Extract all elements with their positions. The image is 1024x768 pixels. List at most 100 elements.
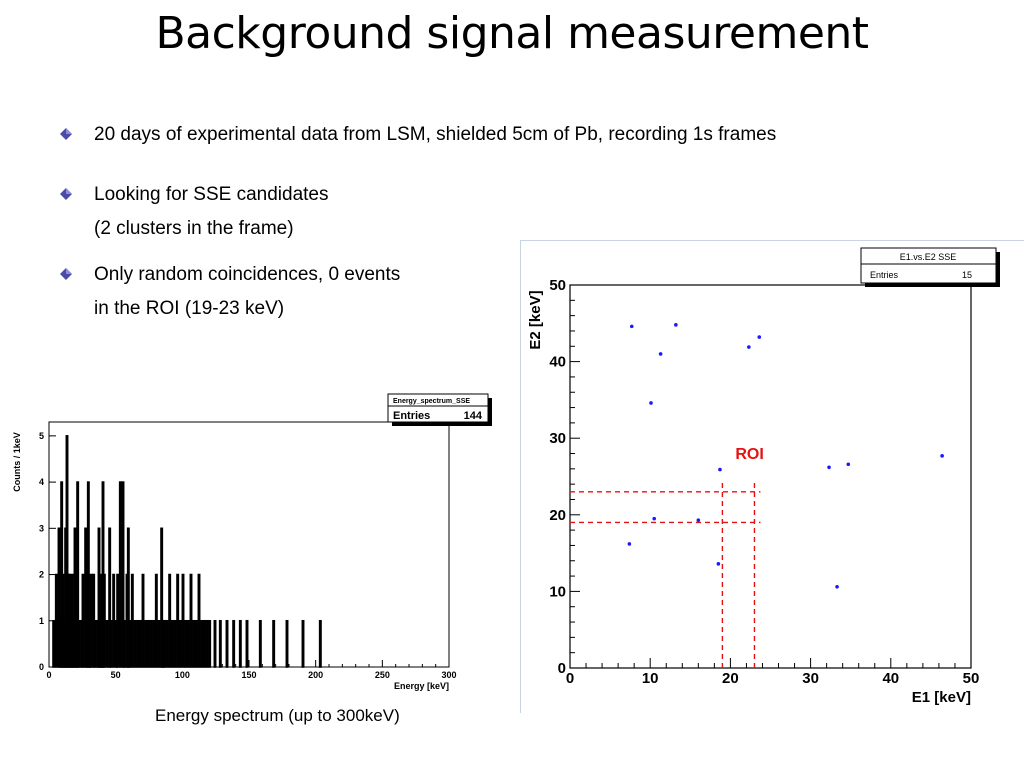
hist-x-tick-label: 200	[308, 670, 323, 680]
hist-y-tick-label: 2	[39, 570, 44, 580]
scatter-statbox-name: E1.vs.E2 SSE	[900, 252, 957, 262]
scatter-point	[827, 465, 831, 470]
hist-y-axis-label: Counts / 1keV	[12, 432, 22, 492]
bullet-3-line-2: in the ROI (19-23 keV)	[94, 298, 285, 319]
histogram-bar	[245, 619, 249, 668]
scatter-statbox-entries-label: Entries	[870, 270, 899, 280]
histogram-bar	[218, 619, 222, 668]
hist-y-tick-label: 0	[39, 662, 44, 672]
histogram-bar	[165, 619, 169, 668]
histogram-bar	[186, 619, 190, 668]
histogram-bar	[157, 619, 161, 668]
scatter-point	[716, 562, 721, 566]
histogram-bar	[181, 573, 185, 668]
scatter-statbox-entries-value: 15	[962, 270, 972, 280]
scatter-x-tick-label: 10	[642, 670, 659, 687]
scatter-y-tick-label: 20	[549, 507, 566, 524]
scatter-point	[674, 323, 678, 327]
scatter-y-tick-label: 10	[549, 583, 566, 600]
histogram-bar	[118, 481, 122, 668]
histogram-caption: Energy spectrum (up to 300keV)	[155, 706, 400, 725]
scatter-plot-frame	[569, 284, 972, 669]
roi-label: ROI	[735, 446, 763, 463]
scatter-x-tick-label: 40	[882, 670, 899, 687]
e1-vs-e2-scatter-plot: ROI 0 10 20 30 40 50 0 10 20 30 40 50 E1.vs.E2 SSE …	[527, 247, 1000, 706]
histogram-bar	[52, 619, 56, 668]
histogram-bar	[154, 573, 158, 668]
histogram-bar	[192, 619, 196, 668]
histogram-bar	[189, 573, 193, 668]
energy-spectrum-histogram: 0 50 100 150 200 250 300 0 1 2 3 4 5 Energy_spectrum…	[12, 393, 492, 691]
histogram-bar	[162, 619, 166, 668]
slide-title: Background signal measurement	[155, 8, 869, 59]
histogram-bar	[170, 619, 174, 668]
histogram-bar	[128, 619, 132, 668]
histogram-bar	[77, 619, 81, 668]
scatter-point	[629, 324, 634, 329]
diamond-bullet-icon	[60, 188, 72, 200]
histogram-bar	[258, 619, 262, 668]
diamond-bullet-icon	[60, 268, 72, 280]
histogram-bar	[112, 573, 116, 668]
bullet-3-line-1: Only random coincidences, 0 events	[94, 264, 401, 285]
hist-y-tick-label: 3	[39, 523, 44, 533]
hist-x-tick-label: 100	[175, 670, 190, 680]
histogram-bar	[232, 619, 236, 668]
scatter-point	[846, 462, 851, 467]
histogram-bar	[178, 619, 182, 668]
histogram-bar	[136, 619, 140, 668]
scatter-y-tick-label: 30	[549, 430, 566, 447]
histogram-bar	[130, 573, 134, 668]
scatter-point	[747, 345, 751, 349]
histogram-bar	[89, 573, 93, 668]
scatter-point	[718, 467, 722, 472]
histogram-bar	[173, 619, 177, 668]
hist-y-tick-label: 5	[39, 431, 44, 441]
histogram-bar	[208, 619, 212, 668]
hist-statbox-entries-label: Entries	[393, 410, 430, 422]
hist-x-tick-label: 250	[375, 670, 390, 680]
histogram-bar	[168, 573, 172, 668]
histogram-bar	[272, 619, 276, 668]
histogram-bar	[318, 619, 322, 668]
scatter-statbox: E1.vs.E2 SSE Entries 15	[860, 247, 1000, 287]
histogram-bar	[109, 619, 113, 668]
histogram-bar	[205, 619, 209, 668]
histogram-bar	[176, 573, 180, 668]
hist-y-tick-label: 4	[39, 477, 44, 487]
scatter-x-axis-label: E1 [keV]	[912, 689, 971, 706]
histogram-bar	[105, 619, 109, 668]
scatter-point	[652, 516, 657, 521]
hist-x-axis-label: Energy [keV]	[394, 681, 449, 691]
diamond-bullet-icon	[60, 128, 72, 140]
hist-y-tick-label: 1	[39, 616, 44, 626]
scatter-figure-frame	[520, 240, 1024, 713]
scatter-y-tick-label: 40	[549, 354, 566, 371]
histogram-bar	[285, 619, 289, 668]
histogram-bar	[149, 619, 153, 668]
scatter-y-tick-label: 50	[549, 277, 566, 294]
histogram-bar	[197, 573, 201, 668]
scatter-x-tick-label: 50	[963, 670, 980, 687]
scatter-y-tick-label: 0	[558, 660, 566, 677]
scatter-point	[940, 454, 944, 458]
histogram-bar	[194, 619, 198, 668]
scatter-point	[696, 518, 701, 522]
histogram-bar	[138, 619, 142, 668]
scatter-point	[627, 542, 632, 546]
hist-x-tick-label: 50	[111, 670, 121, 680]
bullet-2-line-1: Looking for SSE candidates	[94, 184, 329, 205]
histogram-bar	[144, 619, 148, 668]
hist-x-tick-label: 0	[46, 670, 51, 680]
histogram-bar	[213, 619, 217, 668]
hist-statbox-name: Energy_spectrum_SSE	[393, 398, 470, 405]
hist-statbox-entries-value: 144	[464, 410, 483, 422]
scatter-point	[835, 585, 839, 589]
histogram-bar	[141, 573, 145, 668]
histogram-bar	[122, 619, 126, 668]
scatter-x-tick-label: 30	[802, 670, 819, 687]
hist-x-tick-label: 300	[441, 670, 456, 680]
histogram-bar	[184, 619, 188, 668]
histogram-bar	[133, 619, 137, 668]
scatter-x-tick-label: 0	[566, 670, 574, 687]
